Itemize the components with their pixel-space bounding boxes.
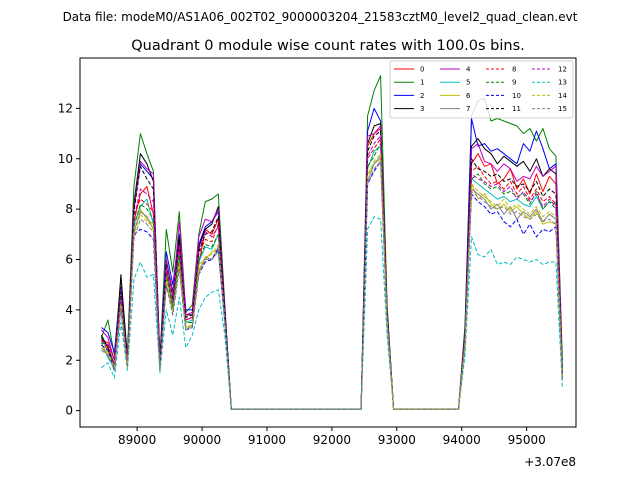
legend-label-15: 15: [558, 105, 567, 113]
legend-label-8: 8: [512, 66, 516, 74]
y-axis: 0 2 4 6 8 10 12: [58, 101, 80, 418]
x-tick-label: 93000: [378, 433, 416, 447]
legend-label-12: 12: [558, 66, 567, 74]
legend-box: [389, 60, 574, 119]
legend-label-0: 0: [420, 66, 424, 74]
legend-label-7: 7: [466, 105, 470, 113]
series-line-8: [100, 138, 563, 410]
y-tick-label: 0: [65, 404, 73, 418]
y-tick-label: 10: [58, 152, 73, 166]
chart-title: Quadrant 0 module wise count rates with …: [131, 38, 525, 54]
legend-label-4: 4: [466, 66, 471, 74]
series-line-12: [101, 135, 563, 410]
legend-label-9: 9: [512, 79, 516, 87]
legend-label-14: 14: [558, 92, 567, 100]
x-offset-label: +3.07e8: [524, 455, 576, 469]
legend-label-6: 6: [466, 92, 471, 100]
series-line-1: [100, 75, 563, 410]
legend-label-3: 3: [420, 105, 424, 113]
series-line-0: [101, 128, 563, 410]
y-tick-label: 12: [58, 101, 73, 115]
legend-label-5: 5: [466, 79, 470, 87]
plot-frame: [79, 57, 577, 428]
legend-label-10: 10: [512, 92, 521, 100]
series-line-4: [101, 125, 563, 410]
data-file-header: Data file: modeM0/AS1A06_002T02_90000032…: [63, 10, 578, 24]
x-tick-label: 94000: [443, 433, 481, 447]
x-axis: 89000 90000 91000 92000 93000 94000 95000: [118, 427, 546, 447]
legend-label-1: 1: [420, 79, 424, 87]
series-line-15: [101, 160, 563, 410]
y-tick-label: 2: [65, 353, 73, 367]
legend-label-13: 13: [558, 79, 567, 87]
legend-label-2: 2: [420, 92, 424, 100]
plot-series-group: [100, 75, 563, 410]
y-tick-label: 4: [65, 303, 73, 317]
x-tick-label: 95000: [508, 433, 546, 447]
series-line-13: [101, 216, 563, 410]
x-tick-label: 91000: [248, 433, 286, 447]
series-line-11: [100, 130, 563, 410]
y-tick-label: 6: [65, 253, 73, 267]
y-tick-label: 8: [65, 202, 73, 216]
x-tick-label: 90000: [183, 433, 221, 447]
legend-label-11: 11: [512, 105, 521, 113]
x-tick-label: 92000: [313, 433, 351, 447]
x-tick-label: 89000: [118, 433, 156, 447]
series-line-5: [100, 145, 563, 410]
